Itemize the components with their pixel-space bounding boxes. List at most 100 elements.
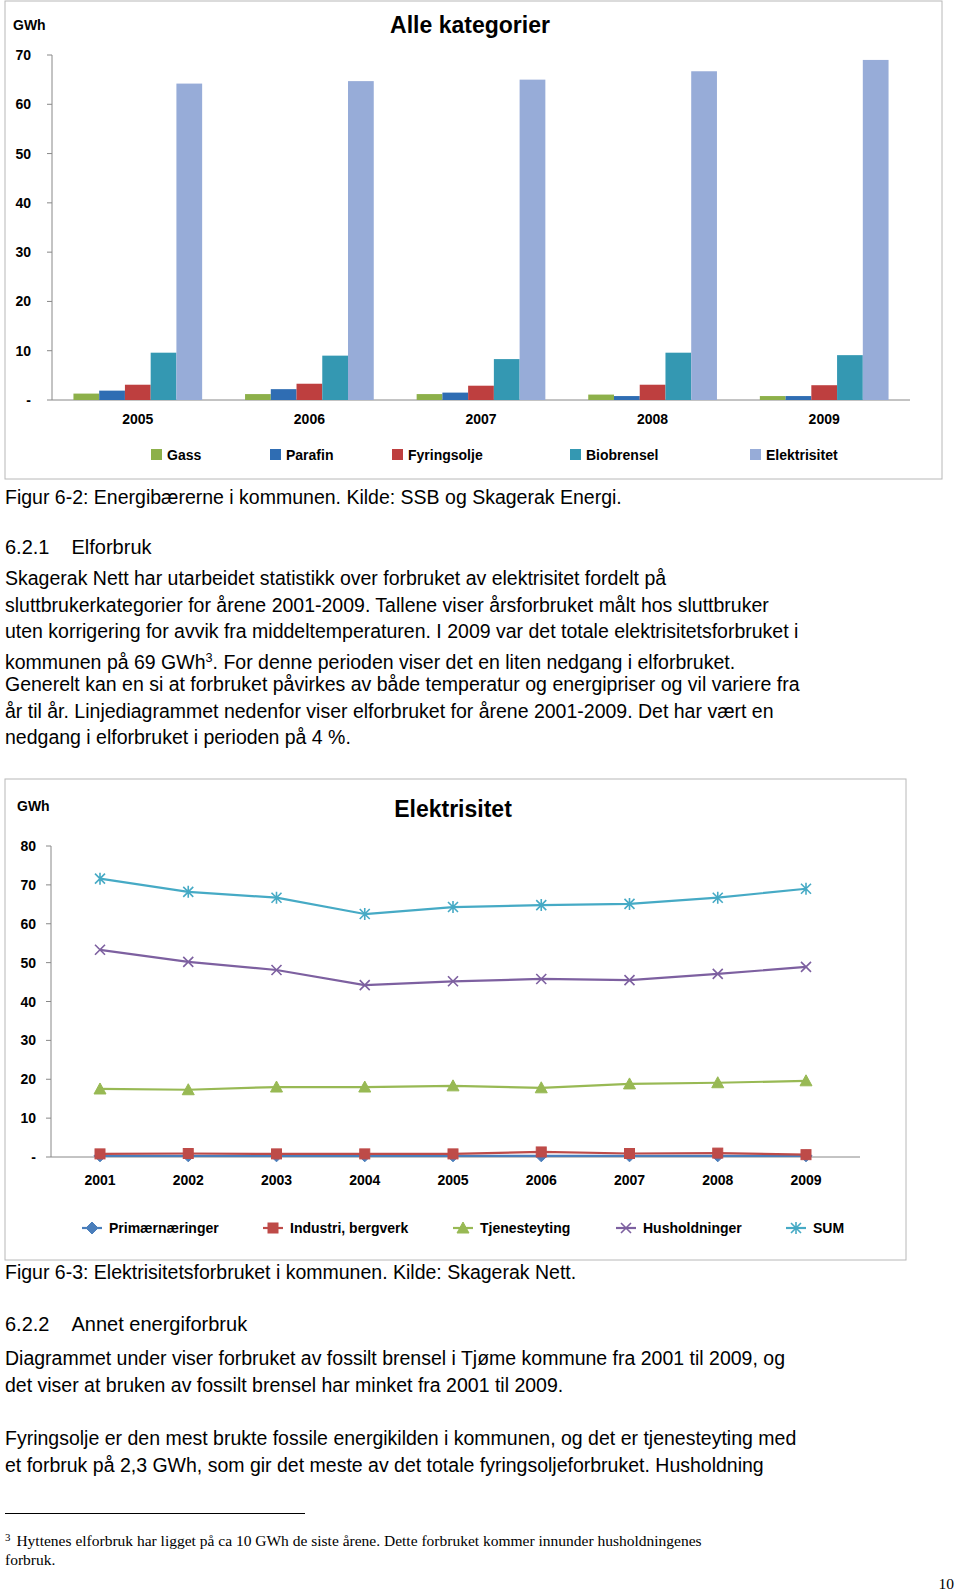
y-tick-label: 60 — [15, 96, 31, 112]
legend-swatch — [750, 449, 761, 460]
legend-marker — [268, 1223, 278, 1233]
legend-label: Industri, bergverk — [290, 1220, 408, 1236]
y-tick-label: 40 — [20, 994, 36, 1010]
legend-swatch — [570, 449, 581, 460]
y-tick — [46, 1079, 51, 1080]
section-title: Annet energiforbruk — [71, 1313, 247, 1335]
text: Fyringsolje er den mest brukte fossile e… — [5, 1427, 796, 1449]
x-tick-label: 2002 — [173, 1172, 204, 1188]
text-line: Diagrammet under viser forbruket av foss… — [5, 1347, 785, 1369]
bar — [837, 355, 863, 400]
y-tick — [47, 350, 52, 351]
text: Skagerak Nett har utarbeidet statistikk … — [5, 567, 666, 589]
y-tick-label: 70 — [20, 877, 36, 893]
marker — [359, 1081, 371, 1092]
y-tick-label: 40 — [15, 195, 31, 211]
figure-caption: Figur 6-2: Energibærerne i kommunen. Kil… — [5, 486, 622, 508]
bar — [348, 81, 374, 400]
footnote-mark: 3 — [5, 1531, 10, 1543]
text-line: det viser at bruken av fossilt brensel h… — [5, 1374, 563, 1396]
y-tick-label: 50 — [15, 146, 31, 162]
marker — [712, 1077, 724, 1088]
legend-label: Parafin — [286, 447, 333, 463]
y-tick — [47, 252, 52, 253]
y-tick-label: 20 — [15, 293, 31, 309]
marker — [447, 1080, 459, 1091]
text: uten korrigering for avvik fra middeltem… — [5, 620, 798, 642]
bar-chart: Alle kategorierGWh-102030405060702005200… — [5, 1, 942, 479]
text-line: kommunen på 69 GWh3. For denne perioden … — [5, 647, 735, 673]
bar — [73, 394, 99, 400]
marker — [801, 1150, 811, 1160]
y-tick-label: 30 — [15, 244, 31, 260]
x-tick-label: 2006 — [294, 411, 325, 427]
section-title: Elforbruk — [71, 536, 151, 558]
marker — [801, 962, 811, 972]
chart-title: Alle kategorier — [390, 12, 550, 38]
y-tick — [47, 301, 52, 302]
legend-label: Fyringsolje — [408, 447, 483, 463]
marker — [271, 1150, 283, 1162]
bar — [245, 394, 271, 400]
y-tick-label: 10 — [20, 1110, 36, 1126]
text: et forbruk på 2,3 GWh, som gir det meste… — [5, 1454, 764, 1476]
y-tick — [47, 202, 52, 203]
x-tick-label: 2006 — [526, 1172, 557, 1188]
bar — [520, 80, 546, 400]
x-tick-label: 2009 — [809, 411, 840, 427]
bar — [863, 60, 889, 400]
y-tick — [46, 1001, 51, 1002]
marker — [535, 1082, 547, 1093]
page-number: 10 — [939, 1575, 955, 1593]
y-axis — [51, 846, 52, 1157]
y-tick-label: 50 — [20, 955, 36, 971]
bar — [588, 395, 614, 400]
y-axis — [52, 55, 53, 400]
caption: Figur 6-3: Elektrisitetsforbruket i komm… — [5, 1261, 576, 1283]
marker — [448, 976, 458, 986]
bar — [99, 391, 125, 400]
text: sluttbrukerkategorier for årene 2001-200… — [5, 594, 769, 616]
marker — [183, 957, 193, 967]
text-line: Skagerak Nett har utarbeidet statistikk … — [5, 567, 666, 589]
bar — [665, 353, 691, 400]
y-tick — [47, 55, 52, 56]
bar — [125, 385, 151, 400]
marker — [182, 1084, 194, 1095]
text: . For denne perioden viser det en liten … — [213, 651, 736, 673]
y-tick — [46, 923, 51, 924]
marker — [271, 1081, 283, 1092]
y-tick — [46, 884, 51, 885]
y-tick — [46, 962, 51, 963]
text-line: Generelt kan en si at forbruket påvirkes… — [5, 673, 799, 695]
legend-label: Tjenesteyting — [480, 1220, 570, 1236]
marker — [272, 892, 282, 904]
bar — [786, 396, 812, 400]
y-tick-label: 70 — [15, 47, 31, 63]
bar — [417, 394, 443, 400]
marker — [624, 1078, 636, 1089]
page-number-text: 10 — [939, 1575, 955, 1592]
legend-marker — [791, 1222, 801, 1234]
marker — [448, 1149, 458, 1159]
marker — [625, 898, 635, 910]
text: det viser at bruken av fossilt brensel h… — [5, 1374, 563, 1396]
bar — [640, 385, 666, 400]
marker — [800, 1075, 812, 1086]
marker — [359, 1150, 371, 1162]
text-line: sluttbrukerkategorier for årene 2001-200… — [5, 594, 769, 616]
footnote-separator — [5, 1513, 305, 1514]
text-line: uten korrigering for avvik fra middeltem… — [5, 620, 798, 642]
bar — [151, 353, 177, 400]
footnote-line: 3Hyttenes elforbruk har ligget på ca 10 … — [5, 1528, 702, 1550]
y-tick-label: 30 — [20, 1032, 36, 1048]
text: år til år. Linjediagrammet nedenfor vise… — [5, 700, 774, 722]
x-tick-label: 2007 — [465, 411, 496, 427]
x-tick-label: 2009 — [790, 1172, 821, 1188]
footnote-line: forbruk. — [5, 1551, 55, 1569]
legend-marker — [86, 1222, 98, 1234]
chart-frame — [5, 779, 906, 1260]
y-tick — [46, 846, 51, 847]
y-tick-label: 80 — [20, 838, 36, 854]
legend-label: Primærnæringer — [109, 1220, 219, 1236]
